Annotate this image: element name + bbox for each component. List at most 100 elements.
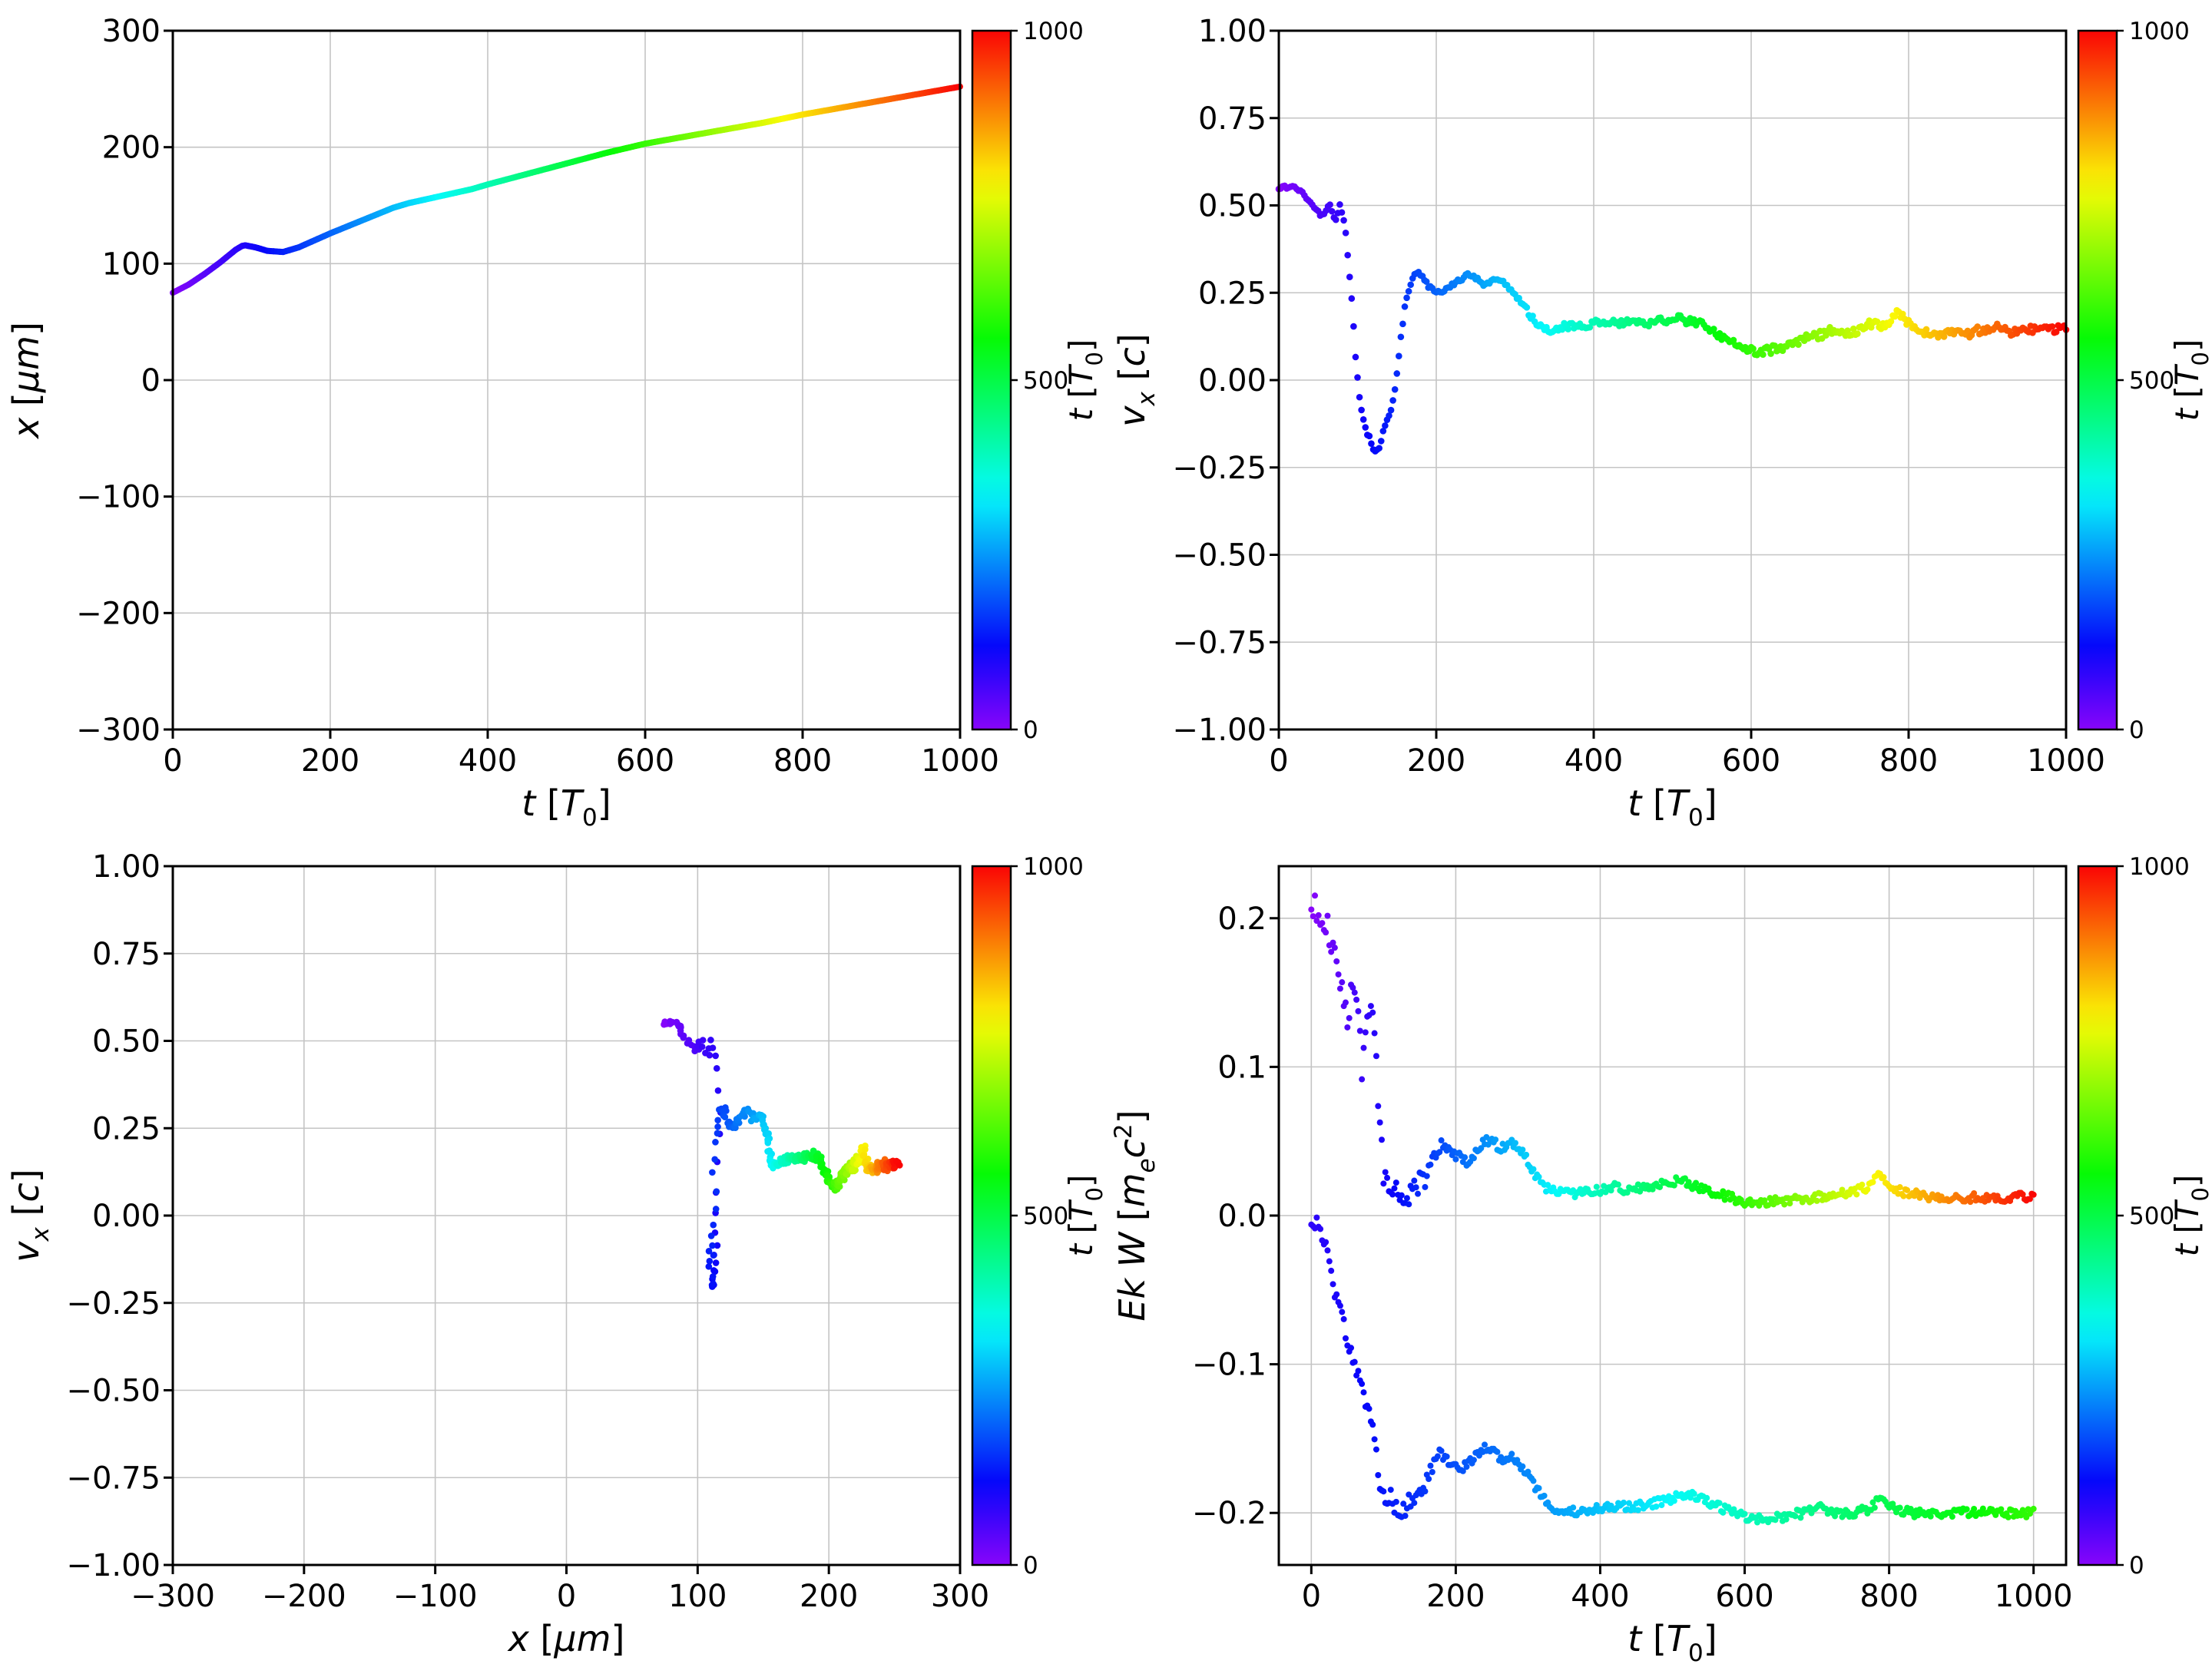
plot-canvas-x-vs-t: 0 200 400 600 800 1000 −300 −200 −100 0 100 200 300 t… [0,0,1106,835]
y-tick-label: 0.50 [92,1024,161,1060]
series-x(t) [173,87,960,293]
y-tick-label: 100 [102,246,161,282]
x-tick-label: 1000 [921,743,999,779]
y-tick-label: −300 [76,713,161,748]
x-tick-label: 400 [1565,743,1623,779]
x-tick-label: 200 [301,743,359,779]
x-tick-label: 1000 [1995,1579,2073,1614]
y-tick-label: −0.25 [1172,451,1267,486]
y-tick-label: −200 [76,596,161,631]
x-tick-label: −200 [262,1579,346,1614]
y-axis-label: Ek W [mec2] [1110,1110,1161,1321]
y-ticks: −1.00−0.75−0.50−0.250.000.250.500.751.00 [1172,14,1279,748]
y-tick-label: 0.75 [92,937,161,972]
x-tick-label: 400 [1571,1579,1629,1614]
x-axis-label: t [T0] [522,782,611,832]
series-W(t) [1308,1215,2036,1526]
series-Ek(t) [1308,892,2036,1209]
subplot-vx-vs-t: 0 200 400 600 800 1000 −1.00 −0.75 −0.50 −0.25 0.0… [1106,0,2212,835]
x-tick-label: 800 [773,743,832,779]
x-tick-label: 200 [1407,743,1465,779]
x-tick-label: 0 [1302,1579,1321,1614]
y-tick-label: 0.00 [1198,363,1267,399]
x-tick-label: 200 [800,1579,858,1614]
y-tick-label: 0.25 [1198,276,1267,311]
colorbar-tick-label: 1000 [1023,853,1084,881]
x-tick-label: 1000 [2027,743,2105,779]
y-tick-label: −0.2 [1192,1496,1267,1531]
colorbar [972,31,1011,729]
colorbar-tick-label: 0 [2129,716,2144,744]
x-tick-label: 600 [616,743,674,779]
y-tick-label: 1.00 [92,849,161,885]
y-axis-label: x [µm] [5,322,47,440]
y-tick-label: 1.00 [1198,14,1267,49]
subplot-ekw-vs-t: 0 200 400 600 800 1000 −0.2 −0.1 0.0 0.1 0.2 t [T0]… [1106,835,2212,1671]
y-tick-label: −1.00 [66,1548,161,1583]
x-tick-label: 300 [931,1579,989,1614]
x-axis-label: t [T0] [1628,782,1717,832]
gridlines [173,866,960,1565]
y-tick-label: −0.50 [1172,538,1267,574]
x-axis-label: x [µm] [507,1618,625,1659]
x-tick-label: 800 [1859,1579,1918,1614]
y-tick-label: 0 [141,363,161,399]
x-tick-label: 200 [1426,1579,1485,1614]
colorbar-tick-label: 1000 [1023,18,1084,45]
y-tick-label: 0.00 [92,1199,161,1234]
colorbar [2078,31,2117,729]
y-tick-label: −0.25 [66,1286,161,1322]
colorbar-label: t [T0] [1062,1175,1106,1257]
x-tick-label: −300 [131,1579,215,1614]
subplot-x-vs-t: 0 200 400 600 800 1000 −300 −200 −100 0 100 200 300 t… [0,0,1106,835]
x-tick-label: 0 [1269,743,1288,779]
x-tick-label: −100 [393,1579,478,1614]
x-tick-label: 800 [1879,743,1938,779]
gridlines [1279,866,2066,1565]
colorbar [2078,866,2117,1565]
y-axis-label: vx [c] [5,1169,55,1262]
y-tick-label: −1.00 [1172,713,1267,748]
series-vx(x) [661,1018,902,1290]
series-vx(t) [1276,183,2070,455]
colorbar-label: t [T0] [1062,339,1106,422]
colorbar-tick-label: 1000 [2129,853,2190,881]
y-tick-label: 0.2 [1217,902,1267,937]
gridlines [173,31,960,729]
x-tick-label: 600 [1715,1579,1773,1614]
colorbar-tick-label: 1000 [2129,18,2190,45]
x-tick-label: 600 [1722,743,1780,779]
x-tick-label: 0 [557,1579,576,1614]
y-tick-label: −0.50 [66,1374,161,1409]
gridlines [1279,31,2066,729]
plot-canvas-ekw-vs-t: 0 200 400 600 800 1000 −0.2 −0.1 0.0 0.1 0.2 t [T0]… [1106,835,2212,1671]
y-tick-label: −100 [76,480,161,515]
y-tick-label: −0.75 [66,1461,161,1496]
colorbar-tick-label: 0 [2129,1552,2144,1580]
colorbar-tick-label: 0 [1023,1552,1038,1580]
x-ticks: 0 200 400 600 800 1000 [1302,1565,2073,1614]
x-axis-label: t [T0] [1628,1618,1717,1667]
y-tick-label: 0.0 [1217,1199,1267,1234]
plot-canvas-vx-vs-t: 0 200 400 600 800 1000 −1.00 −0.75 −0.50 −0.25 0.0… [1106,0,2212,835]
y-ticks: −0.2 −0.1 0.0 0.1 0.2 [1192,902,1279,1531]
y-tick-label: 300 [102,14,161,49]
y-axis-label: vx [c] [1111,333,1161,426]
y-tick-label: −0.1 [1192,1348,1267,1383]
y-ticks: −1.00−0.75−0.50−0.250.000.250.500.751.00 [66,849,173,1583]
colorbar-label: t [T0] [2168,339,2212,422]
y-tick-label: 0.75 [1198,101,1267,137]
y-tick-label: 200 [102,131,161,166]
y-tick-label: 0.1 [1217,1050,1267,1085]
y-ticks: −300 −200 −100 0 100 200 300 [76,14,173,748]
x-tick-label: 400 [459,743,517,779]
y-tick-label: −0.75 [1172,625,1267,660]
x-tick-label: 0 [163,743,182,779]
colorbar-label: t [T0] [2168,1175,2212,1257]
colorbar-tick-label: 0 [1023,716,1038,744]
colorbar [972,866,1011,1565]
